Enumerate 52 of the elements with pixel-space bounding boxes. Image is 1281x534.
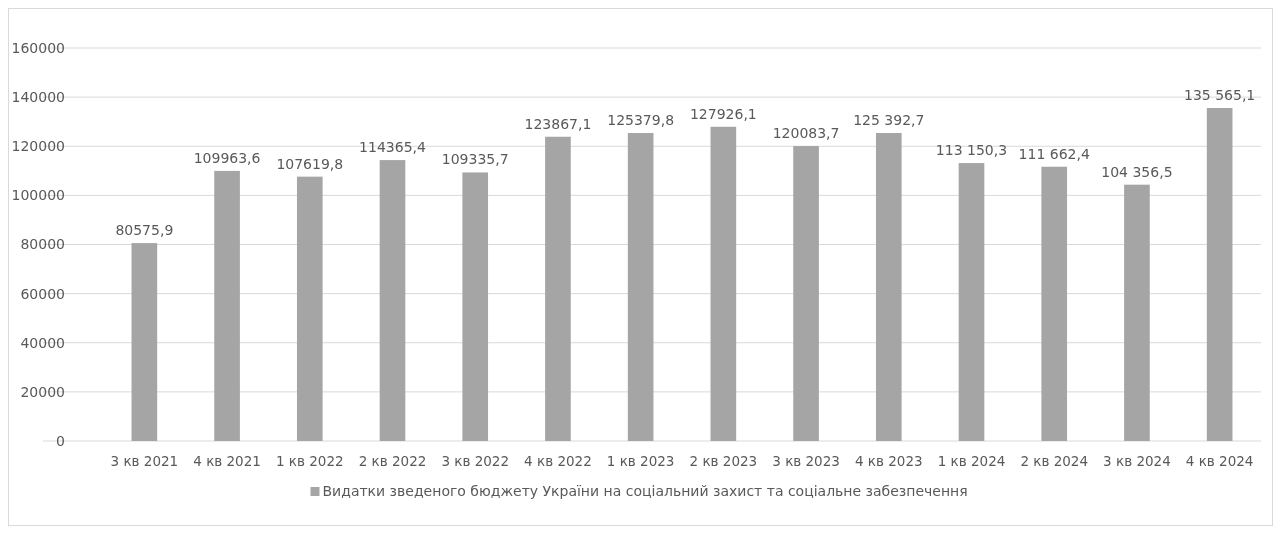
data-label: 125 392,7 [853, 112, 925, 128]
y-tick-label: 0 [56, 432, 65, 449]
x-tick-label: 1 кв 2022 [275, 453, 344, 469]
x-tick-label: 3 кв 2022 [441, 453, 510, 469]
bar [875, 133, 902, 441]
data-label: 113 150,3 [935, 142, 1008, 159]
data-label: 109963,6 [193, 149, 261, 166]
x-tick-label: 1 кв 2024 [937, 453, 1006, 469]
data-label: 114365,4 [359, 139, 426, 156]
x-tick-label: 2 кв 2022 [358, 453, 427, 469]
y-tick-label: 60000 [20, 285, 65, 302]
data-label: 120083,7 [772, 125, 840, 142]
data-label: 135 565,1 [1184, 87, 1256, 104]
data-label: 104 356,5 [1101, 163, 1173, 180]
y-tick-label: 160000 [11, 39, 65, 56]
bar [627, 133, 654, 441]
data-label: 127926,1 [689, 105, 757, 122]
bar [958, 163, 985, 441]
y-tick-label: 120000 [11, 138, 65, 155]
bar [296, 176, 323, 441]
bar [545, 136, 571, 441]
data-label: 111 662,4 [1018, 145, 1090, 162]
x-tick-label: 3 кв 2021 [110, 453, 179, 469]
x-tick-label: 4 кв 2024 [1185, 453, 1254, 469]
y-tick-label: 20000 [20, 383, 65, 400]
bar [462, 172, 489, 441]
bar [793, 146, 819, 441]
y-tick-label: 80000 [20, 236, 65, 253]
x-tick-label: 1 кв 2023 [606, 453, 675, 469]
x-tick-label: 2 кв 2023 [689, 453, 758, 469]
data-label: 107619,8 [276, 155, 344, 172]
bar [131, 243, 158, 441]
x-tick-label: 4 кв 2022 [524, 453, 592, 469]
data-label: 80575,9 [115, 222, 174, 239]
x-tick-label: 4 кв 2023 [854, 453, 923, 469]
x-tick-label: 3 кв 2024 [1103, 453, 1171, 469]
bar [1041, 166, 1068, 441]
bar [1206, 108, 1233, 441]
bar [379, 160, 406, 441]
y-tick-label: 140000 [11, 89, 65, 106]
data-label: 109335,7 [441, 151, 509, 168]
data-label: 125379,8 [607, 112, 675, 129]
x-tick-label: 4 кв 2021 [193, 453, 261, 469]
bar [1124, 184, 1150, 441]
y-tick-label: 100000 [11, 187, 65, 204]
data-label: 123867,1 [524, 115, 592, 132]
bar [214, 170, 240, 441]
bar [710, 126, 737, 441]
y-tick-label: 40000 [20, 334, 65, 351]
x-tick-label: 3 кв 2023 [772, 453, 840, 469]
legend-label: Видатки зведеного бюджету України на соціальний захист та соціальне забезпечення [322, 483, 968, 499]
x-tick-label: 2 кв 2024 [1020, 453, 1089, 469]
